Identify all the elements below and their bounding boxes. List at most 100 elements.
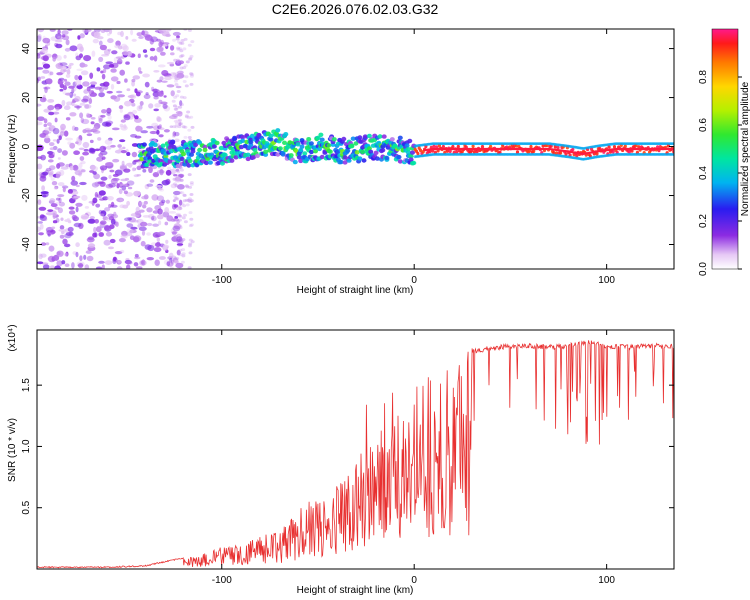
- noise-blob: [158, 41, 163, 48]
- noise-blob: [64, 263, 70, 268]
- noise-blob: [44, 127, 52, 132]
- colorbar-gradient: [711, 28, 739, 270]
- noise-blob: [118, 188, 123, 195]
- noise-blob: [181, 74, 186, 78]
- noise-blob: [101, 73, 106, 80]
- noise-blob: [140, 260, 144, 265]
- noise-blob: [52, 111, 60, 115]
- signal-blob: [455, 150, 459, 154]
- noise-blob: [119, 183, 128, 187]
- snr-ticks: -100 0 100 0.5 1.0 1.5: [21, 330, 674, 586]
- noise-blob: [104, 260, 113, 265]
- noise-blob: [178, 74, 183, 78]
- noise-blob: [104, 139, 113, 145]
- noise-blob: [94, 148, 101, 152]
- noise-blob: [113, 96, 121, 102]
- signal-blob: [292, 159, 298, 165]
- noise-blob: [48, 172, 54, 178]
- signal-blob: [611, 150, 615, 154]
- noise-blob: [165, 239, 169, 244]
- noise-blob: [130, 29, 134, 36]
- noise-blob: [75, 242, 80, 248]
- noise-blob: [62, 91, 67, 95]
- noise-blob: [172, 104, 177, 108]
- noise-blob: [168, 257, 173, 263]
- noise-blob: [96, 156, 104, 162]
- noise-blob: [37, 156, 43, 160]
- noise-blob: [48, 125, 56, 132]
- signal-blob: [637, 145, 641, 149]
- noise-blob: [79, 33, 85, 39]
- noise-blob: [173, 197, 178, 201]
- noise-blob: [84, 104, 92, 109]
- noise-blob: [47, 99, 55, 103]
- noise-blob: [84, 206, 90, 209]
- noise-blob: [173, 174, 178, 177]
- noise-blob: [122, 146, 126, 150]
- noise-blob: [37, 261, 44, 265]
- noise-blob: [131, 38, 137, 42]
- snr-x-label: Height of straight line (km): [297, 585, 414, 596]
- noise-blob: [135, 206, 140, 213]
- noise-blob: [100, 114, 106, 118]
- signal-blob: [559, 151, 563, 155]
- noise-blob: [174, 215, 179, 219]
- noise-blob: [178, 191, 183, 194]
- noise-blob: [163, 259, 172, 266]
- colorbar-tick-label: 0.0: [698, 262, 709, 276]
- noise-blob: [189, 182, 194, 186]
- noise-blob: [184, 114, 189, 118]
- noise-blob: [188, 200, 193, 203]
- noise-blob: [95, 203, 101, 208]
- noise-blob: [48, 165, 56, 171]
- noise-blob: [92, 38, 99, 44]
- noise-blob: [177, 205, 182, 209]
- noise-blob: [116, 58, 123, 65]
- noise-blob: [189, 72, 194, 76]
- y-tick-label: 20: [21, 92, 32, 104]
- noise-blob: [170, 45, 175, 51]
- noise-blob: [75, 206, 79, 213]
- noise-blob: [102, 81, 110, 87]
- noise-blob: [86, 133, 93, 137]
- noise-blob: [109, 169, 115, 173]
- signal-blob: [357, 135, 363, 140]
- noise-blob: [141, 230, 146, 236]
- y-tick-label: 0.5: [21, 500, 32, 514]
- signal-blob: [288, 153, 294, 158]
- noise-blob: [179, 239, 184, 242]
- noise-blob: [148, 103, 154, 109]
- noise-blob: [189, 199, 194, 203]
- signal-blob: [214, 140, 220, 146]
- noise-blob: [146, 207, 153, 213]
- noise-blob: [176, 238, 184, 244]
- colorbar: 0.0 0.2 0.4 0.6 0.8 Normalized spectral ampl…: [698, 28, 750, 276]
- signal-blob: [160, 143, 166, 148]
- noise-blob: [63, 130, 69, 137]
- noise-blob: [40, 191, 49, 195]
- signal-blob: [501, 144, 505, 148]
- noise-blob: [188, 224, 193, 228]
- signal-blob: [515, 150, 520, 154]
- y-tick-label: 1.0: [21, 439, 32, 453]
- noise-blob: [53, 254, 60, 261]
- noise-blob: [105, 162, 113, 167]
- noise-blob: [67, 226, 74, 232]
- noise-blob: [40, 242, 47, 246]
- colorbar-label: Normalized spectral amplitude: [740, 81, 750, 216]
- signal-blob: [397, 159, 403, 164]
- noise-blob: [75, 202, 83, 207]
- noise-blob: [187, 29, 192, 32]
- noise-blob: [133, 262, 139, 267]
- noise-blob: [120, 30, 124, 37]
- noise-blob: [57, 148, 63, 154]
- noise-blob: [74, 79, 82, 86]
- signal-blob: [627, 150, 632, 154]
- noise-blob: [187, 244, 192, 248]
- noise-blob: [84, 104, 90, 109]
- noise-blob: [171, 231, 178, 235]
- noise-blob: [128, 162, 133, 168]
- noise-blob: [61, 150, 68, 156]
- noise-blob: [107, 115, 112, 120]
